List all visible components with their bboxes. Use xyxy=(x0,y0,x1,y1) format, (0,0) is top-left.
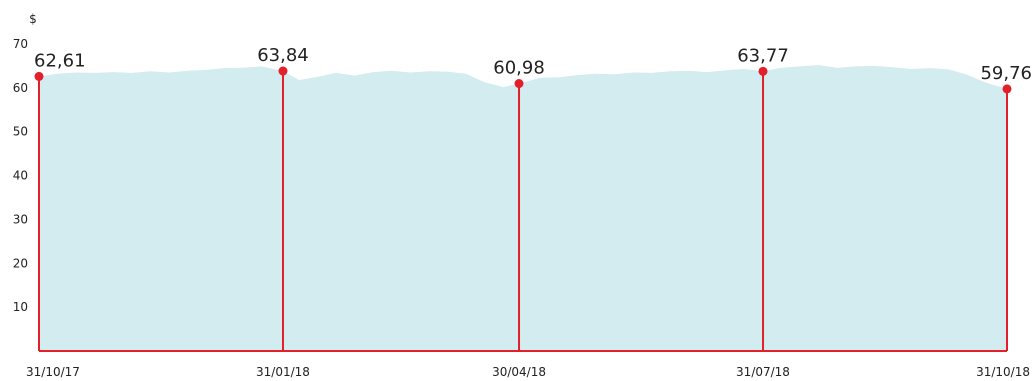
marker-lines xyxy=(38,71,1008,351)
y-tick-label: 50 xyxy=(13,125,28,139)
marker-value-label: 59,76 xyxy=(980,63,1032,84)
x-tick-label: 31/07/18 xyxy=(736,365,790,379)
marker-value-label: 62,61 xyxy=(34,50,86,71)
x-axis-ticks: 31/10/17 31/01/18 30/04/18 31/07/18 31/10/18 xyxy=(26,365,1030,379)
marker-dot xyxy=(1002,84,1012,94)
marker-value-label: 63,84 xyxy=(257,45,309,66)
x-tick-label: 30/04/18 xyxy=(492,365,546,379)
marker-value-label: 63,77 xyxy=(737,45,789,66)
y-tick-label: 70 xyxy=(13,37,28,51)
marker-dot xyxy=(278,66,288,76)
x-tick-label: 31/10/18 xyxy=(976,365,1030,379)
y-tick-label: 20 xyxy=(13,256,28,270)
marker-dot xyxy=(34,71,44,81)
marker-dot xyxy=(514,79,524,89)
price-area-fill xyxy=(39,65,1007,351)
y-axis-unit-label: $ xyxy=(29,12,37,26)
y-tick-label: 30 xyxy=(13,212,28,226)
value-markers: 62,61 63,84 60,98 63,77 59,76 xyxy=(34,45,1032,94)
price-area xyxy=(39,65,1007,351)
marker-value-label: 60,98 xyxy=(493,58,545,79)
x-tick-label: 31/01/18 xyxy=(256,365,310,379)
y-tick-label: 60 xyxy=(13,81,28,95)
y-tick-label: 10 xyxy=(13,300,28,314)
marker-dot xyxy=(758,66,768,76)
y-tick-label: 40 xyxy=(13,169,28,183)
x-tick-label: 31/10/17 xyxy=(26,365,80,379)
y-axis-ticks: 10 20 30 40 50 60 70 xyxy=(13,37,28,314)
